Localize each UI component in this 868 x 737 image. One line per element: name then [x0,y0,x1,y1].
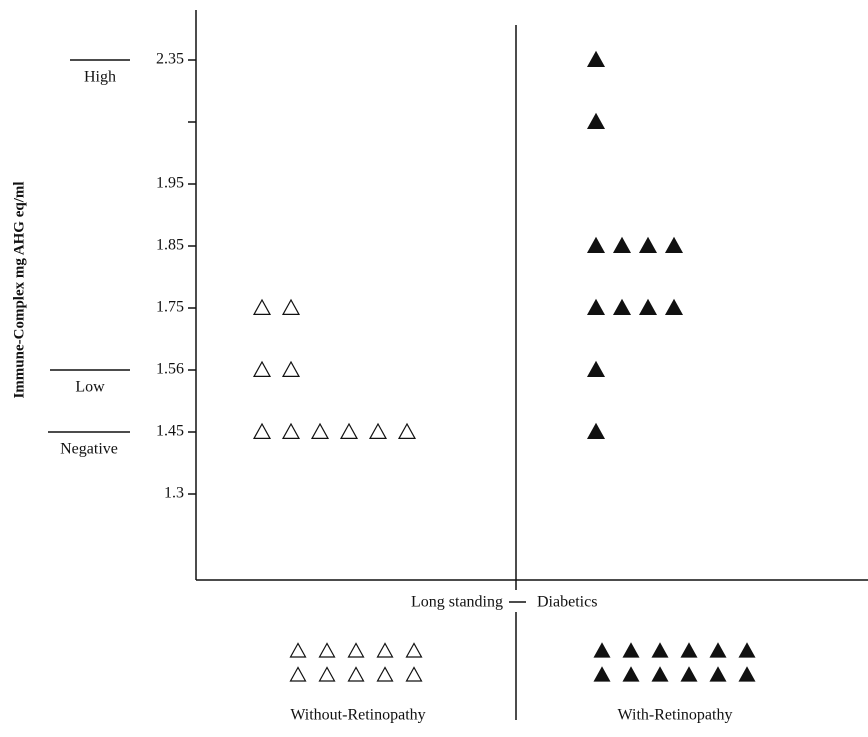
data-point [586,298,606,315]
data-point [368,422,388,439]
data-point [586,236,606,253]
x-label-right: Diabetics [537,594,597,611]
y-tick-label: 1.56 [156,361,184,378]
data-point [281,360,301,377]
data-point [586,360,606,377]
legend-swatch [709,642,727,658]
legend-swatch [376,666,394,682]
data-point [586,50,606,68]
legend-label: With-Retinopathy [618,707,733,724]
data-point [281,422,301,439]
legend-swatch [376,642,394,658]
legend-swatch [622,666,640,682]
reference-label: High [84,69,116,86]
x-label-left: Long standing [411,594,503,611]
legend-swatch [738,666,756,682]
y-axis-label: Immune-Complex mg AHG eq/ml [11,181,27,398]
data-point [252,360,272,377]
legend-swatch [651,666,669,682]
reference-label: Low [75,379,105,396]
legend-swatch [318,642,336,658]
legend-swatch [651,642,669,658]
y-tick-label: 1.95 [156,175,184,192]
y-tick-label: 1.3 [164,485,184,502]
data-point [612,298,632,315]
y-tick-label: 2.35 [156,51,184,68]
data-point [252,422,272,439]
legend-swatch [593,666,611,682]
legend-swatch [405,666,423,682]
data-point [586,422,606,439]
legend-swatch [289,666,307,682]
reference-label: Negative [60,441,118,458]
legend-swatch [680,666,698,682]
data-point [664,298,684,315]
legend-swatch [709,666,727,682]
data-point [339,422,359,439]
legend-swatch [738,642,756,658]
data-point [310,422,330,439]
data-point [638,298,658,315]
data-point [638,236,658,253]
legend-swatch [680,642,698,658]
legend-swatch [347,642,365,658]
legend-swatch [289,642,307,658]
data-point [281,298,301,315]
data-point [252,298,272,315]
data-point [664,236,684,253]
y-tick-label: 1.45 [156,423,184,440]
data-point [397,422,417,439]
y-tick-label: 1.85 [156,237,184,254]
legend-swatch [347,666,365,682]
legend-swatch [405,642,423,658]
legend-swatch [622,642,640,658]
y-tick-label: 1.75 [156,299,184,316]
legend-swatch [318,666,336,682]
data-point [586,112,606,129]
data-point [612,236,632,253]
legend-swatch [593,642,611,658]
legend-label: Without-Retinopathy [290,707,425,724]
